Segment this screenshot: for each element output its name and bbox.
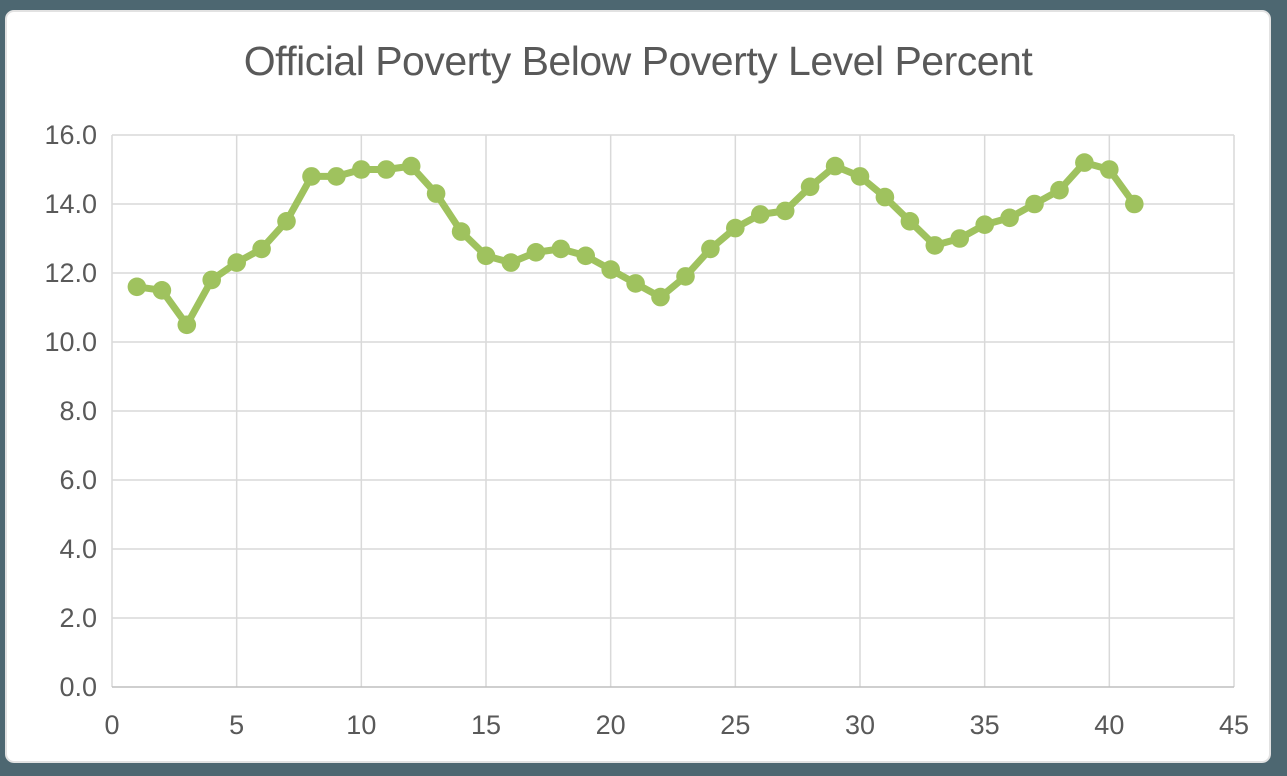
data-point-marker (352, 160, 371, 179)
data-point-marker (476, 246, 496, 266)
data-point-marker (1050, 180, 1069, 200)
data-point-marker (751, 205, 770, 224)
data-point-marker (526, 243, 546, 262)
data-point-marker (377, 160, 396, 179)
y-axis-tick-label: 4.0 (59, 534, 97, 564)
x-axis-tick-label: 5 (229, 710, 244, 740)
data-point-marker (800, 177, 820, 197)
data-point-marker (1125, 194, 1144, 214)
data-point-marker (601, 260, 620, 279)
data-point-marker (900, 212, 920, 231)
data-point-marker (775, 201, 795, 221)
data-point-marker (451, 222, 471, 241)
data-point-marker (302, 167, 321, 186)
data-point-marker (277, 212, 296, 231)
data-point-marker (651, 287, 670, 307)
chart-title: Official Poverty Below Poverty Level Per… (243, 38, 1033, 84)
data-point-marker (152, 281, 172, 300)
data-point-marker (825, 156, 845, 176)
data-point-marker (177, 315, 197, 335)
y-axis-tick-label: 10.0 (44, 327, 97, 357)
y-axis-tick-label: 16.0 (44, 120, 97, 150)
y-axis-tick-label: 8.0 (59, 396, 97, 426)
y-axis-tick-label: 0.0 (59, 672, 97, 702)
x-axis-tick-label: 20 (596, 710, 626, 740)
data-point-marker (1025, 194, 1044, 214)
data-point-marker (401, 156, 421, 176)
data-point-marker (127, 277, 147, 297)
data-point-marker (975, 215, 994, 234)
data-point-marker (676, 267, 695, 286)
line-chart-plot-area: 0.0 2.0 4.0 6.0 8.0 10.0 12.0 14.0 16.0 0 5 10 15 20 2… (44, 120, 1249, 740)
data-point-marker (426, 184, 446, 203)
x-axis-tick-label: 10 (346, 710, 376, 740)
x-axis-tick-label: 15 (471, 710, 501, 740)
data-point-marker (252, 239, 271, 259)
data-point-marker (626, 274, 645, 293)
x-axis-tick-label: 25 (720, 710, 750, 740)
y-axis-tick-label: 14.0 (44, 189, 97, 219)
y-axis-tick-label: 12.0 (44, 258, 97, 288)
x-axis-tick-label: 0 (104, 710, 119, 740)
data-point-marker (202, 270, 221, 290)
data-point-marker (1075, 153, 1094, 172)
x-axis-tick-label: 40 (1094, 710, 1124, 740)
data-point-marker (551, 239, 571, 259)
data-point-marker (227, 253, 246, 272)
data-point-marker (1000, 208, 1019, 228)
data-point-marker (501, 253, 521, 272)
data-point-marker (950, 229, 969, 248)
data-point-marker (925, 236, 945, 255)
y-axis-tick-label: 2.0 (59, 603, 97, 633)
data-point-marker (850, 167, 870, 186)
data-point-marker (726, 218, 745, 238)
data-point-marker (1100, 160, 1119, 179)
x-axis-tick-label: 35 (970, 710, 1000, 740)
data-series (127, 153, 1144, 335)
axis-tick-labels: 0.0 2.0 4.0 6.0 8.0 10.0 12.0 14.0 16.0 0 5 10 15 20 2… (44, 120, 1249, 740)
data-point-marker (701, 239, 720, 259)
y-axis-tick-label: 6.0 (59, 465, 97, 495)
x-axis-tick-label: 45 (1219, 710, 1249, 740)
data-point-marker (327, 167, 346, 186)
data-point-marker (576, 246, 595, 266)
chart-card: Official Poverty Below Poverty Level Per… (5, 10, 1271, 763)
x-axis-tick-label: 30 (845, 710, 875, 740)
data-point-marker (875, 187, 895, 207)
